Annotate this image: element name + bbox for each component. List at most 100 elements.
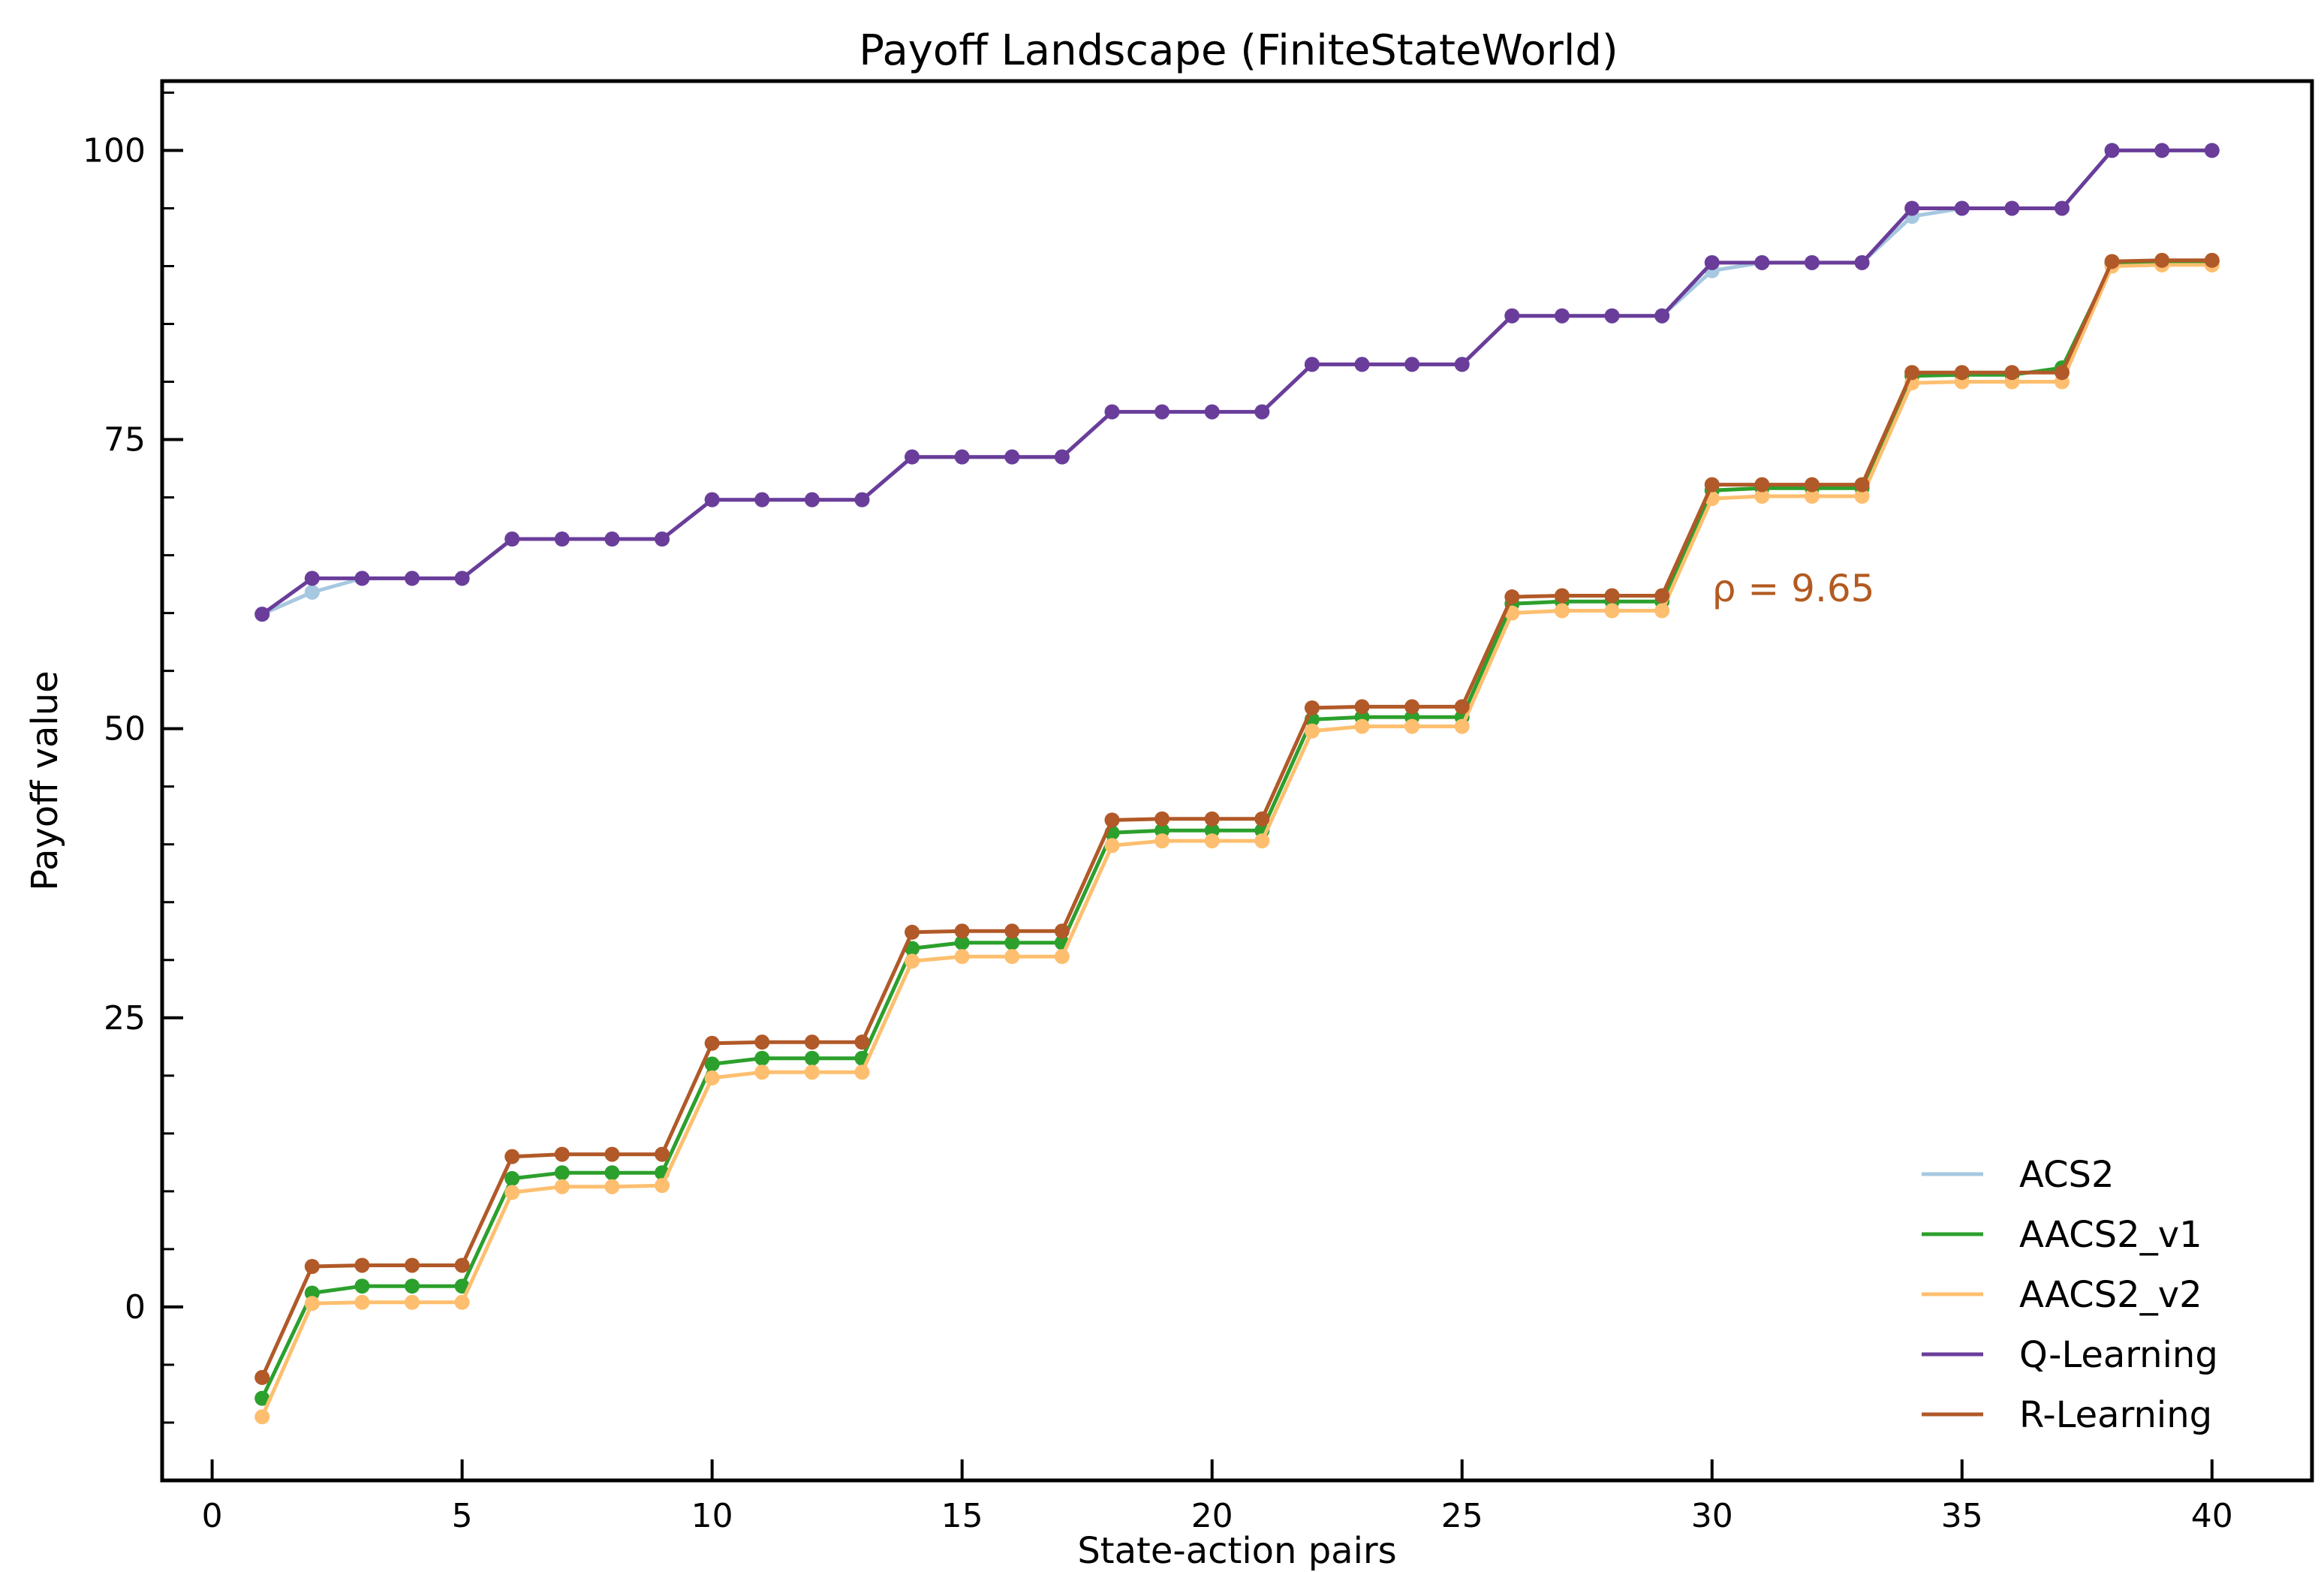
data-point — [1004, 935, 1020, 950]
x-tick-label: 30 — [1691, 1497, 1733, 1535]
data-point — [2104, 254, 2120, 270]
x-tick-label: 15 — [941, 1497, 983, 1535]
data-point — [1454, 699, 1470, 715]
data-point — [604, 1146, 620, 1162]
x-tick-label: 20 — [1191, 1497, 1233, 1535]
data-point — [905, 953, 920, 969]
series-line — [260, 148, 2212, 616]
legend: ACS2 AACS2_v1 AACS2_v2 Q-Learning R-Learning — [1922, 1154, 2218, 1436]
series-layer — [254, 143, 2220, 1425]
legend-label: AACS2_v1 — [2019, 1214, 2202, 1256]
data-point — [954, 923, 970, 939]
data-point — [804, 492, 820, 507]
data-point — [704, 492, 720, 507]
data-point — [504, 1149, 520, 1164]
data-point — [304, 1285, 320, 1301]
data-point — [2004, 365, 2020, 381]
minor-ticks — [162, 91, 174, 1424]
data-point — [1204, 833, 1220, 849]
data-point — [1604, 603, 1620, 619]
data-point — [2054, 365, 2070, 381]
data-point — [1854, 254, 1870, 270]
data-point — [1554, 308, 1570, 324]
data-point — [1804, 489, 1820, 504]
data-point — [1054, 949, 1070, 965]
data-point — [2004, 200, 2020, 216]
data-point — [1354, 718, 1370, 734]
data-point — [1954, 365, 1970, 381]
legend-label: AACS2_v2 — [2019, 1274, 2202, 1316]
data-point — [2204, 252, 2220, 268]
data-point — [1504, 589, 1520, 605]
y-tick-label: 50 — [104, 710, 146, 748]
data-point — [804, 1034, 820, 1050]
data-point — [854, 1065, 870, 1080]
data-point — [954, 935, 970, 950]
data-point — [655, 1146, 670, 1162]
data-point — [354, 571, 370, 586]
y-tick-label: 25 — [104, 999, 146, 1037]
data-point — [1904, 200, 1920, 216]
data-point — [354, 1294, 370, 1310]
data-point — [1404, 357, 1420, 372]
data-point — [1004, 923, 1020, 939]
data-point — [754, 1034, 770, 1050]
data-point — [1254, 404, 1270, 420]
data-point — [254, 1390, 270, 1406]
data-point — [1304, 723, 1320, 739]
data-point — [554, 1165, 570, 1181]
y-tick-label: 100 — [83, 131, 146, 170]
series-r-learning — [254, 252, 2220, 1385]
data-point — [1154, 811, 1170, 827]
data-point — [254, 607, 270, 622]
data-point — [304, 1296, 320, 1312]
data-point — [405, 1294, 420, 1310]
data-point — [1754, 254, 1770, 270]
data-point — [704, 1056, 720, 1072]
data-point — [254, 1409, 270, 1425]
data-point — [1354, 357, 1370, 372]
data-point — [504, 1170, 520, 1186]
data-point — [354, 1257, 370, 1273]
data-point — [2104, 143, 2120, 158]
series-q-learning — [254, 143, 2220, 622]
data-point — [1854, 489, 1870, 504]
data-point — [1204, 811, 1220, 827]
data-point — [1054, 923, 1070, 939]
data-point — [2154, 143, 2170, 158]
plot-frame — [160, 79, 2314, 1483]
data-point — [1554, 588, 1570, 604]
y-axis-label: Payoff value — [24, 670, 66, 890]
data-point — [1454, 357, 1470, 372]
x-tick-label: 25 — [1441, 1497, 1483, 1535]
x-tick-label: 10 — [691, 1497, 733, 1535]
data-point — [704, 1035, 720, 1051]
data-point — [1704, 477, 1720, 492]
data-point — [1004, 949, 1020, 965]
data-point — [854, 1034, 870, 1050]
data-point — [804, 1050, 820, 1066]
data-point — [604, 1179, 620, 1194]
data-point — [504, 532, 520, 547]
data-point — [2054, 200, 2070, 216]
ticks-layer: 0 5 10 15 20 25 30 35 40 0 25 50 75 100 — [83, 131, 2233, 1535]
data-point — [954, 449, 970, 465]
data-point — [1154, 833, 1170, 849]
data-point — [454, 1257, 470, 1273]
data-point — [854, 492, 870, 507]
data-point — [954, 949, 970, 965]
data-point — [1954, 200, 1970, 216]
data-point — [1104, 404, 1120, 420]
data-point — [1654, 588, 1670, 604]
data-point — [304, 584, 320, 600]
data-point — [1654, 308, 1670, 324]
data-point — [1654, 603, 1670, 619]
data-point — [1254, 833, 1270, 849]
data-point — [1804, 254, 1820, 270]
data-point — [554, 1146, 570, 1162]
data-point — [254, 1369, 270, 1385]
legend-label: ACS2 — [2019, 1154, 2115, 1196]
data-point — [1154, 823, 1170, 839]
series-line — [260, 263, 2212, 1418]
data-point — [1104, 838, 1120, 854]
